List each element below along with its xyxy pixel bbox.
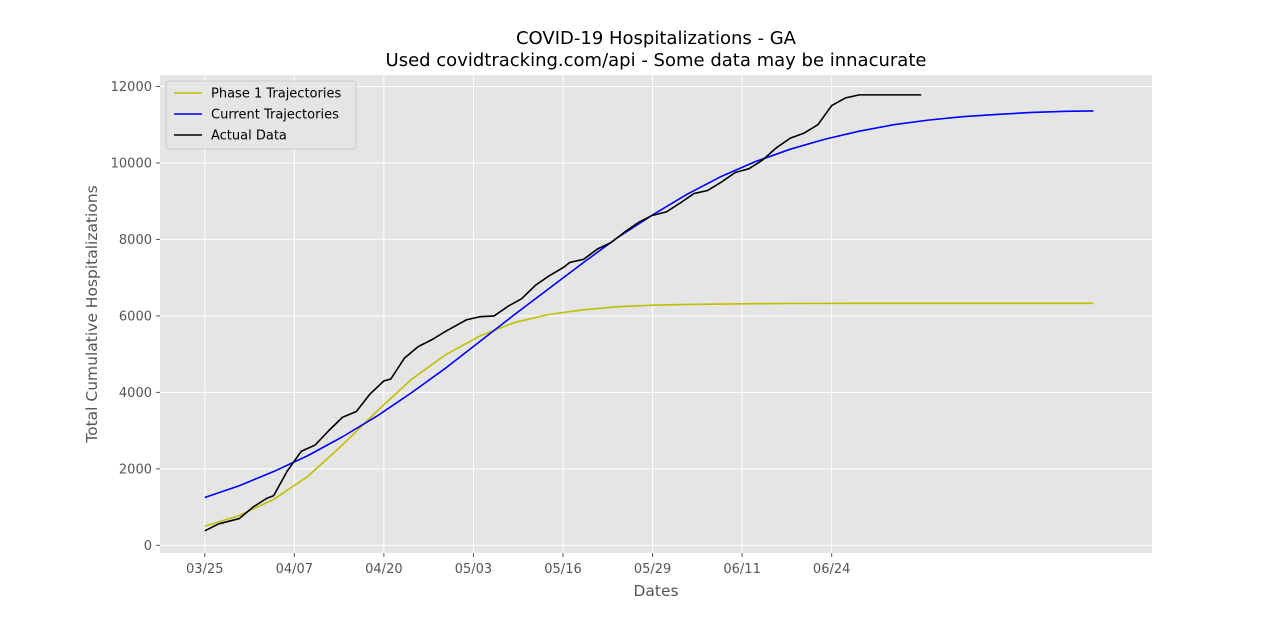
x-tick-label: 04/07 — [276, 562, 313, 577]
y-tick-label: 0 — [144, 539, 152, 554]
x-tick-label: 06/24 — [813, 562, 850, 577]
plot-area — [160, 75, 1152, 553]
y-tick-label: 4000 — [119, 386, 152, 401]
x-tick-label: 05/16 — [544, 562, 581, 577]
x-tick-label: 05/03 — [455, 562, 492, 577]
grid-lines — [160, 75, 1152, 553]
chart-title: COVID-19 Hospitalizations - GA — [516, 28, 797, 49]
series-line-2 — [204, 94, 922, 532]
x-tick-label: 05/29 — [634, 562, 671, 577]
x-tick-label: 03/25 — [186, 562, 223, 577]
y-axis-label: Total Cumulative Hospitalizations — [83, 185, 101, 443]
legend: Phase 1 Trajectories Current Trajectories… — [165, 80, 357, 150]
legend-label-2: Actual Data — [211, 129, 287, 144]
x-axis-label: Dates — [633, 582, 678, 600]
y-tick-label: 12000 — [111, 80, 152, 95]
axis-ticks: 0 2000 4000 6000 8000 10000 12000 03/25 04/07 04/… — [111, 80, 851, 577]
y-tick-label: 10000 — [111, 156, 152, 171]
y-tick-label: 6000 — [119, 309, 152, 324]
x-tick-label: 04/20 — [365, 562, 402, 577]
y-tick-label: 2000 — [119, 462, 152, 477]
y-tick-label: 8000 — [119, 233, 152, 248]
x-tick-label: 06/11 — [723, 562, 760, 577]
series-lines — [204, 94, 1094, 532]
legend-label-0: Phase 1 Trajectories — [211, 87, 341, 102]
chart-subtitle: Used covidtracking.com/api - Some data m… — [386, 50, 927, 71]
series-line-0 — [204, 302, 1094, 527]
legend-label-1: Current Trajectories — [211, 108, 339, 123]
legend-box — [165, 80, 357, 150]
